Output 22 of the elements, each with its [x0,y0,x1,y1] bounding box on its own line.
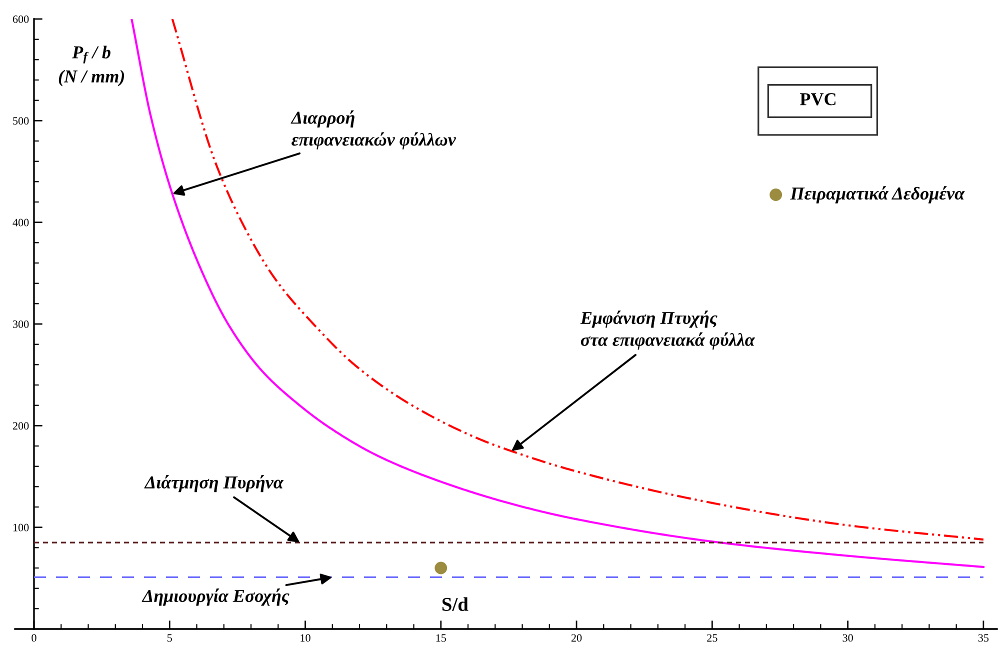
x-tick-label: 25 [707,634,718,642]
text: PVC [800,93,836,106]
x-tick-label: 35 [978,634,989,642]
x-tick-label: 20 [571,634,582,642]
x-tick-label: 5 [167,634,172,642]
y-tick-label: 200 [12,422,29,430]
annotation: Διάτμηση Πυρήνα [144,474,284,492]
legend-label: Πειραματικά Δεδομένα [790,186,965,204]
y-tick-label: 500 [13,117,29,125]
x-axis-title: S/d [442,597,468,611]
annotation: Εμφάνιση Πτυχής στα επιφανειακά φύλλα [580,310,756,350]
y-tick-label: 100 [13,524,29,532]
annotation: Δημιουργία Εσοχής [142,588,290,606]
x-tick-label: 15 [436,634,446,642]
y-tick-label: 400 [12,218,29,226]
x-tick-label: 10 [300,634,310,642]
x-tick-label: 30 [842,634,853,642]
annotation: Διαρροή επιφανειακών φύλλων [290,110,456,150]
y-tick-label: 600 [12,15,29,23]
y-axis-title: P$_{f}$/ b (N / mm) [58,46,124,86]
y-tick-label: 300 [12,320,29,328]
x-tick-label: 0 [32,634,36,642]
